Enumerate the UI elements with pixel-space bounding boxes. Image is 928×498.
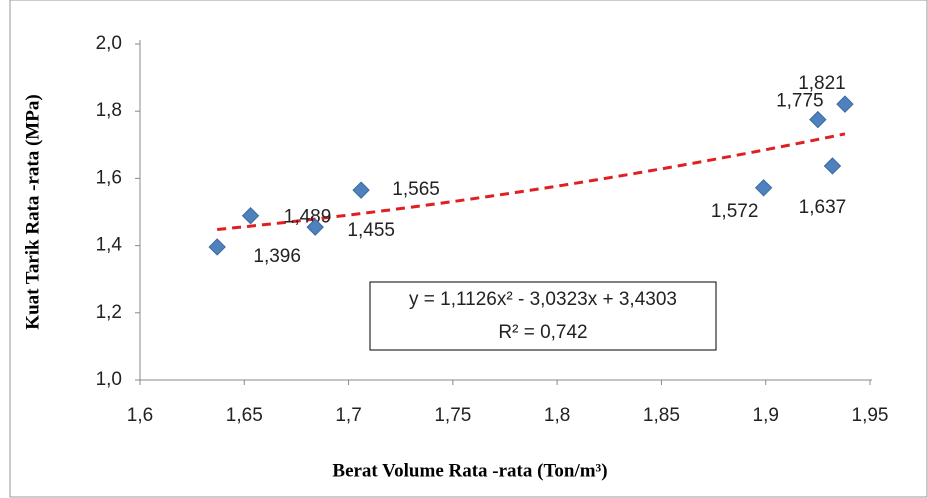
data-label: 1,396 [253,246,301,267]
point [837,96,853,112]
x-tick-label: 1,85 [643,405,680,426]
y-axis-title: Kuat Tarik Rata -rata (MPa) [22,94,43,329]
y-tick-label: 1,0 [96,369,122,390]
x-tick-label: 1,65 [226,405,263,426]
y-tick-label: 1,4 [96,235,123,256]
y-tick-label: 2,0 [96,33,122,54]
data-label: 1,489 [284,207,332,228]
data-label: 1,565 [392,179,440,200]
x-axis-title: Berat Volume Rata -rata (Ton/m³) [332,460,607,481]
chart: Berat Volume Rata -rata (Ton/m³) Kuat Ta… [0,0,928,498]
point [756,180,772,196]
trend-r-squared: R² = 0,742 [498,322,587,343]
page: Berat Volume Rata -rata (Ton/m³) Kuat Ta… [0,0,928,498]
x-tick-label: 1,8 [544,405,570,426]
y-tick-label: 1,2 [96,302,122,323]
x-tick-label: 1,6 [127,405,153,426]
data-label: 1,455 [347,220,395,241]
x-tick-label: 1,95 [852,405,889,426]
data-label: 1,637 [799,197,847,218]
point [353,182,369,198]
x-tick-label: 1,9 [753,405,779,426]
y-tick-label: 1,6 [96,167,122,188]
x-tick-label: 1,75 [434,405,471,426]
trend-equation: y = 1,1126x² - 3,0323x + 3,4303 [409,289,677,310]
point [209,239,225,255]
data-label: 1,572 [711,201,759,222]
point [810,112,826,128]
data-label: 1,821 [798,73,846,94]
point [824,158,840,174]
point [243,208,259,224]
y-tick-label: 1,8 [96,100,122,121]
x-tick-label: 1,7 [335,405,361,426]
